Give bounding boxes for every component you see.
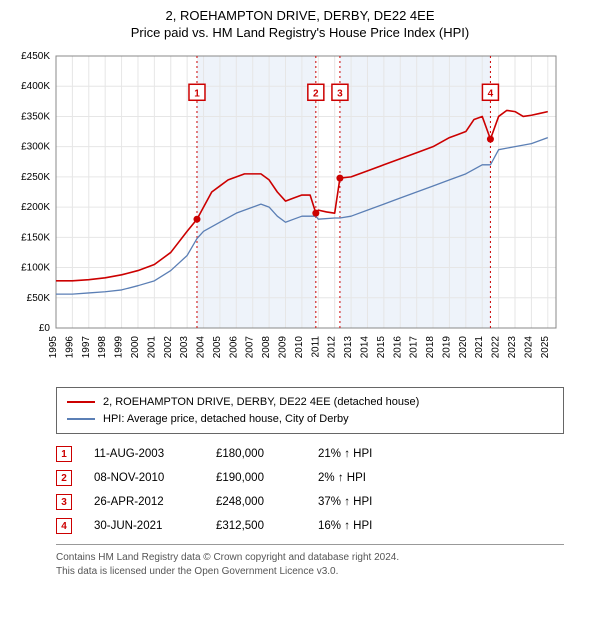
svg-text:£150K: £150K xyxy=(21,232,50,243)
svg-text:£450K: £450K xyxy=(21,51,50,62)
transaction-price: £180,000 xyxy=(216,448,296,460)
svg-text:2016: 2016 xyxy=(392,336,403,359)
transaction-date: 26-APR-2012 xyxy=(94,496,194,508)
svg-text:2002: 2002 xyxy=(163,336,174,359)
transactions-table: 1 11-AUG-2003 £180,000 21% ↑ HPI 2 08-NOV-201… xyxy=(56,442,564,538)
svg-text:2005: 2005 xyxy=(212,336,223,359)
transaction-pct: 2% ↑ HPI xyxy=(318,472,428,484)
chart-title-block: 2, ROEHAMPTON DRIVE, DERBY, DE22 4EE Pri… xyxy=(8,8,592,40)
legend-label: 2, ROEHAMPTON DRIVE, DERBY, DE22 4EE (de… xyxy=(103,394,419,411)
title-sub: Price paid vs. HM Land Registry's House … xyxy=(8,25,592,40)
svg-text:2022: 2022 xyxy=(491,336,502,359)
svg-text:2015: 2015 xyxy=(376,336,387,359)
chart-container: £0 £50K £100K £150K £200K £250K £300K £350K £400… xyxy=(8,46,592,381)
transaction-row: 2 08-NOV-2010 £190,000 2% ↑ HPI xyxy=(56,466,564,490)
svg-text:1997: 1997 xyxy=(81,336,92,359)
svg-text:2017: 2017 xyxy=(409,336,420,359)
legend: 2, ROEHAMPTON DRIVE, DERBY, DE22 4EE (de… xyxy=(56,387,564,434)
svg-text:£50K: £50K xyxy=(27,293,51,304)
svg-text:£400K: £400K xyxy=(21,81,50,92)
svg-text:3: 3 xyxy=(337,88,343,99)
transaction-date: 08-NOV-2010 xyxy=(94,472,194,484)
svg-text:£350K: £350K xyxy=(21,111,50,122)
svg-text:£100K: £100K xyxy=(21,263,50,274)
title-main: 2, ROEHAMPTON DRIVE, DERBY, DE22 4EE xyxy=(8,8,592,23)
svg-text:2013: 2013 xyxy=(343,336,354,359)
transaction-marker: 1 xyxy=(56,446,72,462)
svg-text:2021: 2021 xyxy=(474,336,485,359)
transaction-row: 1 11-AUG-2003 £180,000 21% ↑ HPI xyxy=(56,442,564,466)
svg-text:2004: 2004 xyxy=(196,336,207,359)
svg-text:2010: 2010 xyxy=(294,336,305,359)
transaction-marker: 2 xyxy=(56,470,72,486)
footer-line-2: This data is licensed under the Open Gov… xyxy=(56,565,564,579)
svg-text:2006: 2006 xyxy=(228,336,239,359)
transaction-pct: 37% ↑ HPI xyxy=(318,496,428,508)
svg-text:1996: 1996 xyxy=(64,336,75,359)
svg-text:2020: 2020 xyxy=(458,336,469,359)
svg-text:£200K: £200K xyxy=(21,202,50,213)
svg-text:2014: 2014 xyxy=(359,336,370,359)
transaction-marker: 3 xyxy=(56,494,72,510)
svg-text:2023: 2023 xyxy=(507,336,518,359)
legend-item: HPI: Average price, detached house, City… xyxy=(67,411,553,428)
svg-text:1995: 1995 xyxy=(48,336,59,359)
footer: Contains HM Land Registry data © Crown c… xyxy=(56,544,564,579)
legend-swatch xyxy=(67,401,95,403)
svg-text:2025: 2025 xyxy=(540,336,551,359)
transaction-price: £248,000 xyxy=(216,496,296,508)
svg-text:2024: 2024 xyxy=(523,336,534,359)
svg-text:2018: 2018 xyxy=(425,336,436,359)
price-chart: £0 £50K £100K £150K £200K £250K £300K £350K £400… xyxy=(8,46,568,376)
transaction-marker: 4 xyxy=(56,518,72,534)
svg-text:2001: 2001 xyxy=(146,336,157,359)
svg-text:2012: 2012 xyxy=(327,336,338,359)
svg-text:2009: 2009 xyxy=(278,336,289,359)
legend-swatch xyxy=(67,418,95,420)
transaction-price: £312,500 xyxy=(216,520,296,532)
svg-text:2003: 2003 xyxy=(179,336,190,359)
svg-text:£250K: £250K xyxy=(21,172,50,183)
svg-text:1999: 1999 xyxy=(114,336,125,359)
svg-text:2011: 2011 xyxy=(310,336,321,358)
transaction-price: £190,000 xyxy=(216,472,296,484)
svg-text:2000: 2000 xyxy=(130,336,141,359)
transaction-date: 11-AUG-2003 xyxy=(94,448,194,460)
transaction-pct: 16% ↑ HPI xyxy=(318,520,428,532)
svg-text:1998: 1998 xyxy=(97,336,108,359)
svg-text:2008: 2008 xyxy=(261,336,272,359)
footer-line-1: Contains HM Land Registry data © Crown c… xyxy=(56,551,564,565)
svg-text:2007: 2007 xyxy=(245,336,256,359)
transaction-row: 3 26-APR-2012 £248,000 37% ↑ HPI xyxy=(56,490,564,514)
svg-text:£0: £0 xyxy=(39,323,51,334)
svg-text:2: 2 xyxy=(313,88,319,99)
svg-text:1: 1 xyxy=(194,88,200,99)
svg-text:2019: 2019 xyxy=(441,336,452,359)
svg-text:4: 4 xyxy=(488,88,494,99)
transaction-row: 4 30-JUN-2021 £312,500 16% ↑ HPI xyxy=(56,514,564,538)
legend-item: 2, ROEHAMPTON DRIVE, DERBY, DE22 4EE (de… xyxy=(67,394,553,411)
legend-label: HPI: Average price, detached house, City… xyxy=(103,411,349,428)
svg-text:£300K: £300K xyxy=(21,142,50,153)
transaction-date: 30-JUN-2021 xyxy=(94,520,194,532)
transaction-pct: 21% ↑ HPI xyxy=(318,448,428,460)
